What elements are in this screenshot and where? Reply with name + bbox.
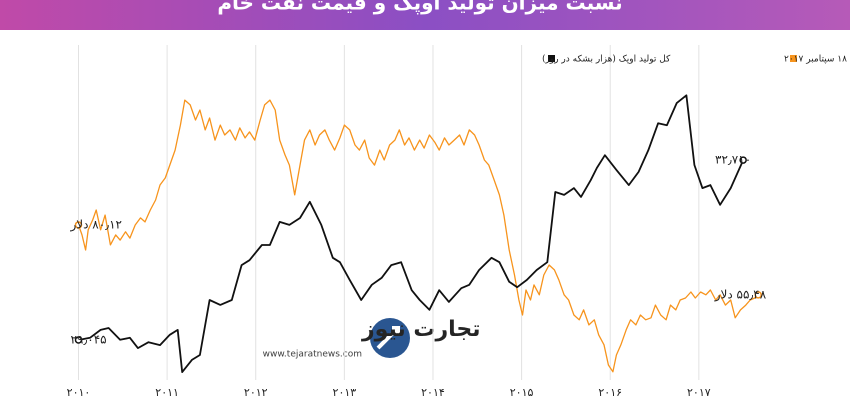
start-point <box>74 336 83 344</box>
legend-label: قیمت نفت خام برنت تا ۱۸ سپتامبر ۲۰۱۷ <box>784 55 850 65</box>
x-tick-label: ۲۰۱۲ <box>244 386 268 399</box>
x-tick-label: ۲۰۱۳ <box>333 386 357 399</box>
x-tick-label: ۲۰۱۷ <box>687 386 711 399</box>
x-tick-label: ۲۰۱۰ <box>67 386 91 399</box>
watermark-brand: تجارت نیوز <box>361 317 481 342</box>
watermark-url: www.tejaratnews.com <box>263 350 362 360</box>
start-point <box>74 221 83 229</box>
legend-label: کل تولید اوپک (هزار بشکه در روز) <box>542 55 671 65</box>
end-label: ۵۵٫۴۸ دلار <box>714 287 767 302</box>
series-line <box>78 94 745 373</box>
end-point <box>754 291 762 299</box>
end-label: ۳۲٫۷۱۰ <box>715 153 751 167</box>
start-label: ۲۹٫۰۴۵ <box>70 332 106 346</box>
legend-swatch <box>790 55 797 62</box>
x-tick-label: ۲۰۱۶ <box>598 386 622 399</box>
start-label: ۸۰٫۱۲ دلار <box>69 217 121 232</box>
legend-swatch <box>548 55 555 62</box>
header-title: نسبت میزان تولید اوپک و قیمت نفت خام <box>217 0 622 16</box>
series-line <box>77 99 759 373</box>
x-tick-label: ۲۰۱۵ <box>510 386 534 399</box>
header-banner <box>0 0 850 30</box>
watermark: تجارت نیوز www.tejaratnews.com <box>263 317 481 360</box>
logo-arrow <box>376 326 400 350</box>
x-tick-label: ۲۰۱۴ <box>421 386 445 399</box>
x-tick-label: ۲۰۱۱ <box>155 386 179 399</box>
end-point <box>739 156 747 164</box>
